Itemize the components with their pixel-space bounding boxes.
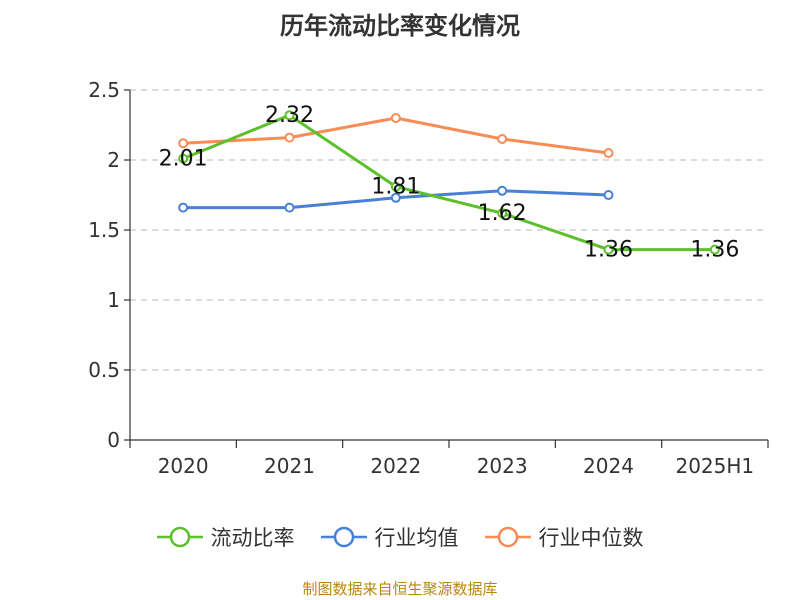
legend-swatch-icon [156,526,203,548]
data-point [709,244,720,255]
data-point [284,132,295,143]
legend-swatch-circle [497,526,518,548]
legend-item-2[interactable]: 行业中位数 [484,522,644,552]
y-tick-label: 0 [107,428,120,452]
y-tick-label: 2.5 [88,78,120,102]
y-tick-label: 1 [107,288,120,312]
chart-title: 历年流动比率变化情况 [280,12,520,40]
legend-label: 行业均值 [374,526,459,550]
source-footer: 制图数据来自恒生聚源数据库 [302,580,498,598]
y-tick-label: 1.5 [88,218,120,242]
data-point [284,110,295,121]
legend-label: 行业中位数 [538,526,644,550]
data-point [178,202,189,213]
legend-swatch-circle [333,526,354,548]
data-label: 1.81 [371,175,420,200]
data-point [497,134,508,144]
grid-layer [130,89,768,371]
axis-layer: 0 0.5 1 1.5 2 2.5 2020 2021 2022 2023 2024 2025H1 [88,78,769,478]
data-point [603,244,614,255]
x-tick-label: 2023 [477,454,528,478]
data-point [603,148,614,158]
legend-swatch-icon [484,526,531,548]
x-tick-label: 2024 [583,454,634,478]
x-tick-label: 2025H1 [675,454,754,478]
data-point [603,190,614,200]
data-label: 2.01 [159,147,208,172]
data-point [497,185,508,196]
data-label: 1.36 [584,238,633,263]
x-tick-label: 2021 [264,454,315,478]
series-line-0 [182,113,715,252]
legend-swatch-icon [320,526,367,548]
data-label: 2.32 [265,103,314,128]
legend: 流动比率 行业均值 行业中位数 [0,520,800,554]
data-label: 1.36 [690,238,739,263]
data-point [178,138,189,149]
legend-item-0[interactable]: 流动比率 [156,522,295,552]
series-line-2 [183,116,609,155]
legend-swatch-circle [169,526,190,548]
series-layer [178,110,720,255]
data-point [390,181,401,192]
y-tick-label: 0.5 [88,358,120,382]
legend-item-1[interactable]: 行业均值 [320,522,459,552]
data-point [390,113,401,123]
y-tick-label: 2 [107,148,120,172]
x-tick-label: 2020 [158,454,209,478]
data-point [178,153,189,164]
data-point [390,192,401,203]
data-point [497,208,508,219]
legend-label: 流动比率 [210,526,295,550]
data-label: 1.62 [478,201,527,226]
x-tick-label: 2022 [370,454,421,478]
data-point [284,202,295,213]
data-label-layer: 2.01 2.32 1.81 1.62 1.36 1.36 [159,103,740,262]
